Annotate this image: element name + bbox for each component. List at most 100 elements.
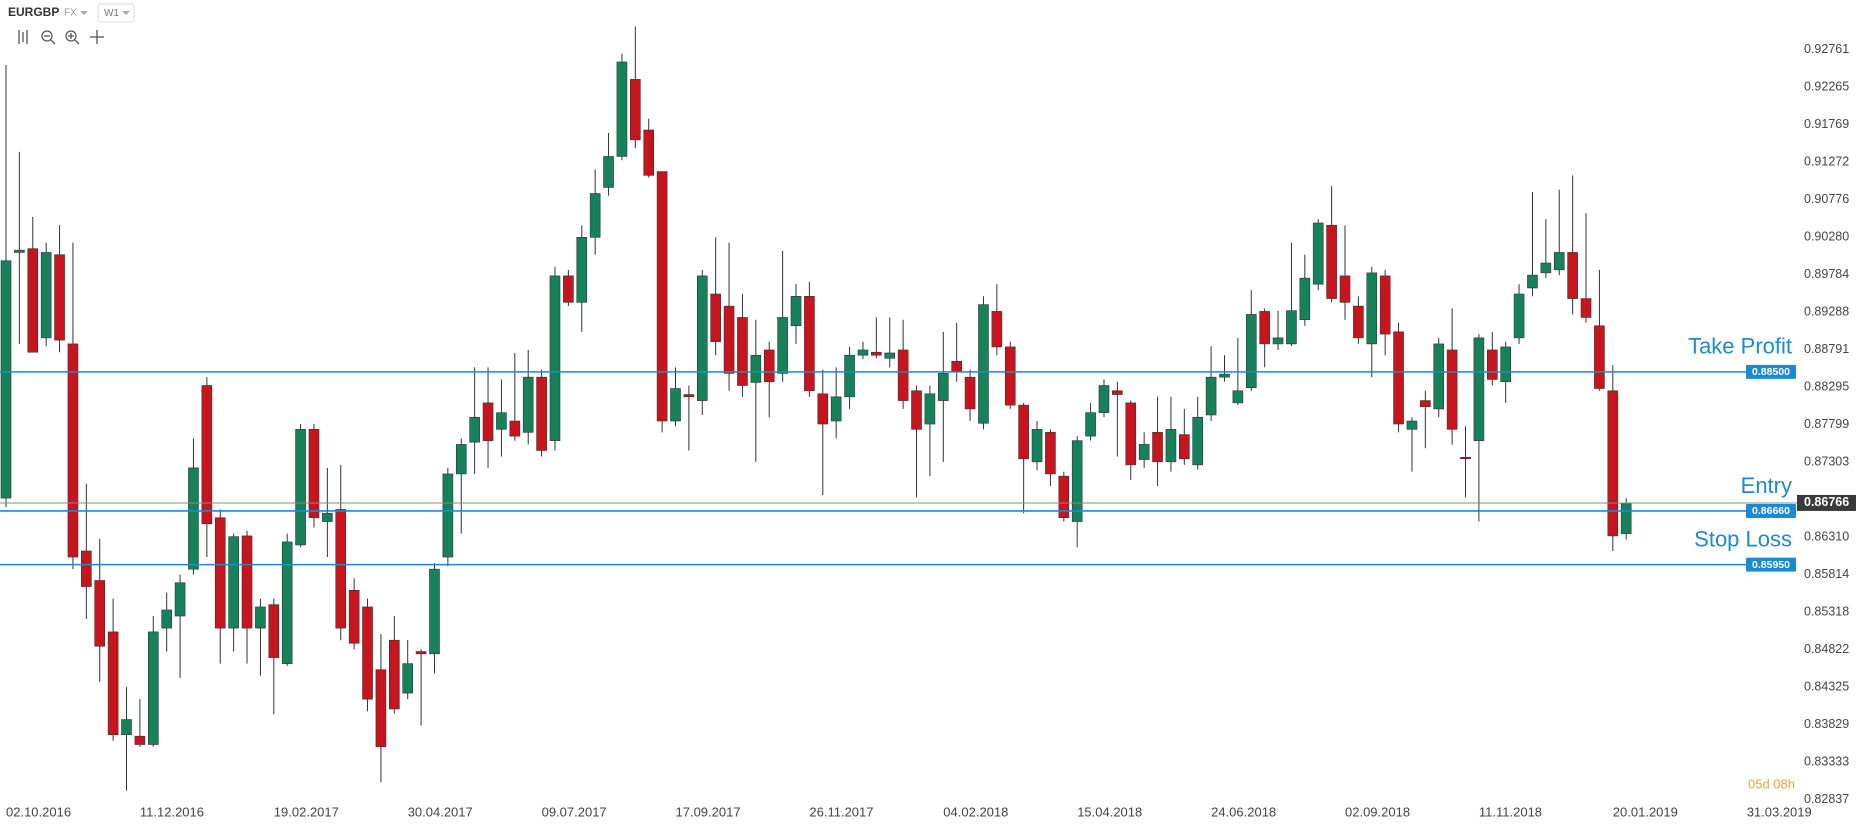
candle-body — [696, 275, 708, 401]
x-tick-label: 15.04.2018 — [1077, 804, 1142, 819]
candle-body — [107, 631, 119, 735]
zoom-in-button[interactable] — [65, 30, 80, 45]
candle-body — [710, 293, 721, 342]
level-value-label: 0.85950 — [1752, 559, 1790, 571]
candle-body — [630, 79, 641, 141]
candle-body — [978, 304, 989, 424]
candle-body — [389, 639, 400, 710]
candles — [0, 26, 1632, 791]
candle-body — [509, 420, 521, 437]
toolbar — [18, 30, 104, 45]
candle-body — [1286, 310, 1297, 345]
y-tick-label: 0.92265 — [1804, 80, 1849, 94]
candle-body — [683, 394, 695, 398]
candle-body — [924, 393, 936, 425]
candle-body — [1406, 420, 1418, 430]
candle-body — [1326, 224, 1337, 299]
candle-body — [308, 429, 320, 519]
candle-body — [1259, 311, 1270, 345]
y-tick-label: 0.88791 — [1804, 342, 1849, 356]
candle-body — [241, 535, 253, 629]
candle-body — [991, 311, 1003, 348]
interval-dropdown[interactable] — [122, 11, 130, 15]
candle-body — [1513, 293, 1525, 339]
level-value-box — [1746, 557, 1796, 572]
candle-body — [281, 541, 293, 664]
x-tick-label: 30.04.2017 — [408, 804, 473, 819]
candle-body — [482, 402, 494, 441]
candle-body — [522, 376, 534, 433]
candle-body — [1379, 275, 1391, 335]
candle-body — [1205, 376, 1217, 416]
candle-body — [589, 193, 601, 238]
candle-body — [214, 517, 226, 629]
x-tick-label: 09.07.2017 — [542, 804, 607, 819]
candle-body — [1620, 502, 1632, 534]
candle-body — [777, 317, 788, 374]
candle-body — [951, 360, 962, 372]
market[interactable]: FX — [64, 8, 77, 19]
candle-body — [1272, 337, 1284, 345]
candle-body — [536, 376, 547, 451]
candle-body — [643, 129, 655, 176]
candle-body — [27, 248, 39, 353]
candle-body — [362, 606, 373, 700]
candle-body — [1339, 275, 1351, 303]
candle-body — [1031, 429, 1043, 463]
candle-body — [188, 467, 199, 570]
candle-body — [81, 550, 92, 587]
level-name: Entry — [1741, 473, 1792, 498]
candle-body — [455, 444, 467, 475]
candle-body — [1232, 390, 1244, 404]
chart-type-button[interactable] — [18, 30, 28, 44]
interval-box[interactable] — [97, 3, 135, 23]
candle-body — [804, 295, 815, 392]
candle-body — [1580, 298, 1592, 318]
y-tick-label: 0.84325 — [1804, 680, 1849, 694]
candle-body — [1366, 272, 1378, 345]
interval[interactable]: W1 — [104, 8, 119, 19]
level-name: Take Profit — [1688, 334, 1792, 359]
zoom-out-button[interactable] — [41, 30, 56, 45]
candle-body — [884, 352, 896, 359]
candle-body — [1486, 349, 1498, 380]
candle-body — [897, 349, 909, 401]
candle-body — [40, 252, 52, 339]
candle-body — [14, 249, 25, 253]
candle-body — [871, 351, 882, 356]
x-tick-label: 20.01.2019 — [1613, 804, 1678, 819]
candle-body — [1071, 440, 1083, 522]
level-value-label: 0.86660 — [1752, 505, 1790, 517]
y-tick-label: 0.89288 — [1804, 305, 1849, 319]
candle-body — [415, 651, 427, 655]
y-tick-label: 0.90280 — [1804, 230, 1849, 244]
candle-body — [322, 512, 333, 522]
candle-body — [1058, 475, 1070, 519]
candle-body — [121, 719, 132, 735]
y-tick-label: 0.86310 — [1804, 530, 1849, 544]
candle-body — [616, 61, 628, 157]
y-tick-label: 0.90776 — [1804, 192, 1849, 206]
candle-body — [1179, 434, 1190, 460]
symbol[interactable]: EURGBP — [8, 5, 59, 19]
x-tick-label: 24.06.2018 — [1211, 804, 1276, 819]
candle-body — [335, 509, 347, 629]
candle-body — [1004, 346, 1016, 406]
candle-body — [1299, 277, 1311, 321]
crosshair-button[interactable] — [90, 30, 104, 44]
y-tick-label: 0.87303 — [1804, 455, 1849, 469]
candle-body — [1125, 402, 1137, 466]
candle-body — [937, 373, 949, 401]
candle-body — [375, 669, 387, 748]
candle-body — [1473, 337, 1485, 441]
candle-body — [348, 590, 360, 644]
current-price-label: 0.86766 — [1804, 495, 1849, 509]
market-dropdown[interactable] — [80, 11, 88, 15]
candle-body — [964, 376, 976, 410]
candle-body — [147, 631, 159, 745]
candle-body — [496, 412, 507, 430]
y-tick-label: 0.85814 — [1804, 567, 1849, 581]
candle-body — [268, 604, 280, 658]
candle-body — [1312, 222, 1324, 285]
